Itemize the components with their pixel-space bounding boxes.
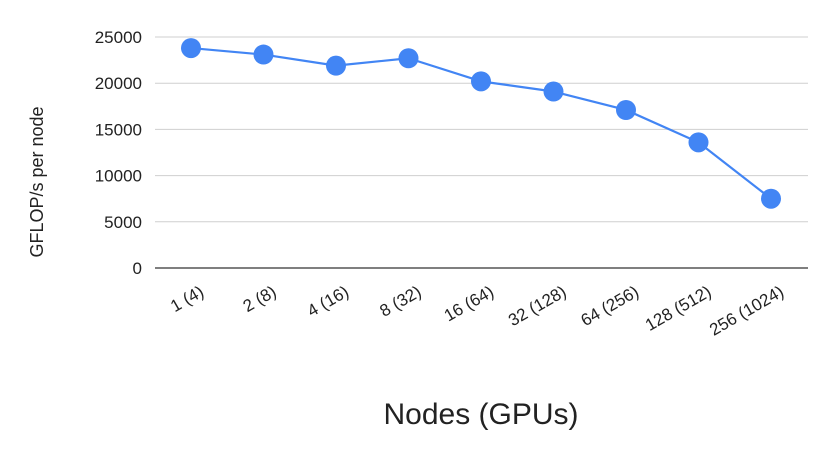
data-point [543,81,564,102]
x-tick-label: 64 (256) [578,282,642,330]
series-line [190,46,772,200]
x-tick-label: 4 (16) [304,282,352,321]
x-tick-label: 256 (1024) [706,282,787,340]
y-tick-label: 5000 [104,213,142,232]
series-layer [181,38,781,209]
y-tick-labels: 0 5000 10000 15000 20000 25000 [95,28,142,278]
x-tick-labels: 1 (4) 2 (8) 4 (16) 8 (32) 16 (64) 32 (128) 64 … [167,282,787,340]
data-point [688,132,709,153]
y-tick-label: 15000 [95,120,142,139]
data-point [471,71,491,92]
y-tick-label: 20000 [95,74,142,93]
x-tick-label: 32 (128) [505,282,569,330]
x-tick-label: 16 (64) [441,282,497,325]
x-tick-label: 1 (4) [167,282,207,316]
x-tick-label: 2 (8) [240,282,280,316]
data-point [616,99,636,120]
y-tick-label: 25000 [95,28,142,47]
data-point [761,188,781,209]
data-point [181,38,201,59]
x-axis-title: Nodes (GPUs) [383,398,578,431]
y-tick-label: 10000 [95,167,142,186]
data-point [253,44,274,65]
data-point [326,55,346,76]
data-point [398,48,419,69]
y-axis-title: GFLOP/s per node [27,106,47,257]
x-tick-label: 8 (32) [377,282,425,321]
x-tick-label: 128 (512) [642,282,715,335]
y-tick-label: 0 [133,259,142,278]
